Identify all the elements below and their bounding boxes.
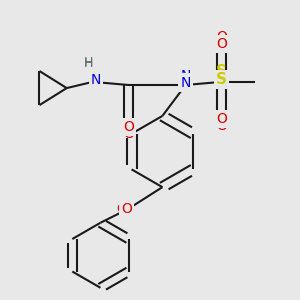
Text: O: O bbox=[123, 120, 134, 134]
Text: O: O bbox=[123, 127, 134, 141]
Text: O: O bbox=[216, 112, 226, 126]
Text: N: N bbox=[180, 76, 191, 89]
Text: O: O bbox=[216, 119, 226, 133]
Text: S: S bbox=[216, 72, 227, 87]
Text: O: O bbox=[121, 202, 132, 216]
Text: O: O bbox=[216, 30, 226, 44]
Text: O: O bbox=[216, 37, 226, 51]
Text: H: H bbox=[83, 56, 93, 69]
Text: N: N bbox=[91, 73, 101, 87]
Text: N: N bbox=[91, 73, 101, 87]
Text: H: H bbox=[83, 57, 93, 70]
Text: O: O bbox=[116, 202, 127, 216]
Text: N: N bbox=[180, 68, 191, 83]
Text: S: S bbox=[216, 64, 227, 80]
